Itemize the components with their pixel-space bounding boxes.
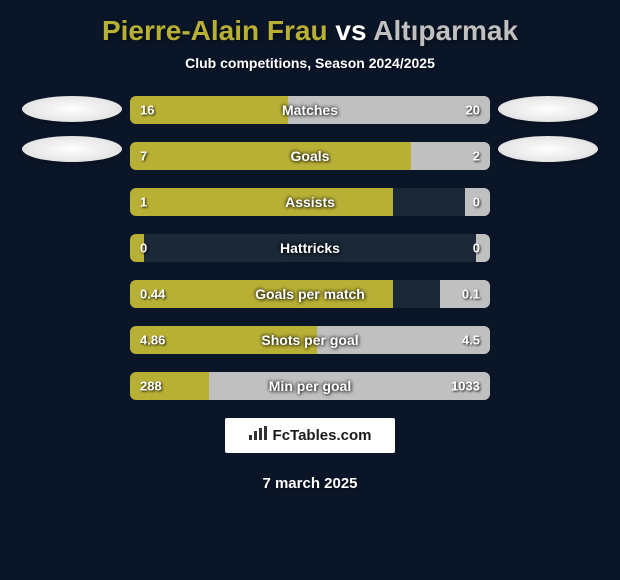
bar-left-value: 288: [140, 379, 162, 394]
chart-area: 16 20 Matches 7 2 Goals 1 0 Assists 0 0 Hattricks 0.…: [10, 96, 610, 400]
bar-right-value: 20: [466, 103, 480, 118]
bar-label: Min per goal: [269, 378, 351, 394]
bar-right-value: 4.5: [462, 333, 480, 348]
main-container: Pierre-Alain Frau vs Altıparmak Club com…: [0, 0, 620, 580]
bar-label: Assists: [285, 194, 335, 210]
bar-right-value: 1033: [451, 379, 480, 394]
bar-label: Matches: [282, 102, 338, 118]
bar-label: Goals per match: [255, 286, 365, 302]
stat-bar: 288 1033 Min per goal: [130, 372, 490, 400]
bar-label: Goals: [291, 148, 330, 164]
stat-bar: 16 20 Matches: [130, 96, 490, 124]
chart-icon: [249, 426, 267, 445]
bar-left-value: 16: [140, 103, 154, 118]
bar-left-value: 4.86: [140, 333, 165, 348]
subtitle: Club competitions, Season 2024/2025: [185, 55, 435, 71]
stat-bar: 0.44 0.1 Goals per match: [130, 280, 490, 308]
player2-name: Altıparmak: [373, 15, 518, 46]
stat-bar: 1 0 Assists: [130, 188, 490, 216]
player1-avatar-top: [22, 96, 122, 122]
bar-right-value: 0: [473, 241, 480, 256]
stat-bar: 0 0 Hattricks: [130, 234, 490, 262]
bar-left-value: 7: [140, 149, 147, 164]
stat-bar: 4.86 4.5 Shots per goal: [130, 326, 490, 354]
player2-avatar-top: [498, 96, 598, 122]
vs-text: vs: [335, 15, 366, 46]
player2-avatar-bottom: [498, 136, 598, 162]
bar-left-value: 0: [140, 241, 147, 256]
comparison-title: Pierre-Alain Frau vs Altıparmak: [102, 15, 518, 47]
player1-avatar-bottom: [22, 136, 122, 162]
watermark-text: FcTables.com: [273, 427, 372, 444]
bar-left-fill: [130, 142, 411, 170]
bar-right-value: 0: [473, 195, 480, 210]
stat-bars: 16 20 Matches 7 2 Goals 1 0 Assists 0 0 Hattricks 0.…: [130, 96, 490, 400]
bar-label: Hattricks: [280, 240, 340, 256]
bar-right-value: 2: [473, 149, 480, 164]
left-avatar-col: [22, 96, 122, 162]
date: 7 march 2025: [262, 475, 357, 492]
bar-left-value: 0.44: [140, 287, 165, 302]
stat-bar: 7 2 Goals: [130, 142, 490, 170]
bar-left-fill: [130, 188, 393, 216]
bar-label: Shots per goal: [261, 332, 358, 348]
bar-left-value: 1: [140, 195, 147, 210]
bar-right-value: 0.1: [462, 287, 480, 302]
watermark: FcTables.com: [225, 418, 396, 453]
player1-name: Pierre-Alain Frau: [102, 15, 328, 46]
right-avatar-col: [498, 96, 598, 162]
